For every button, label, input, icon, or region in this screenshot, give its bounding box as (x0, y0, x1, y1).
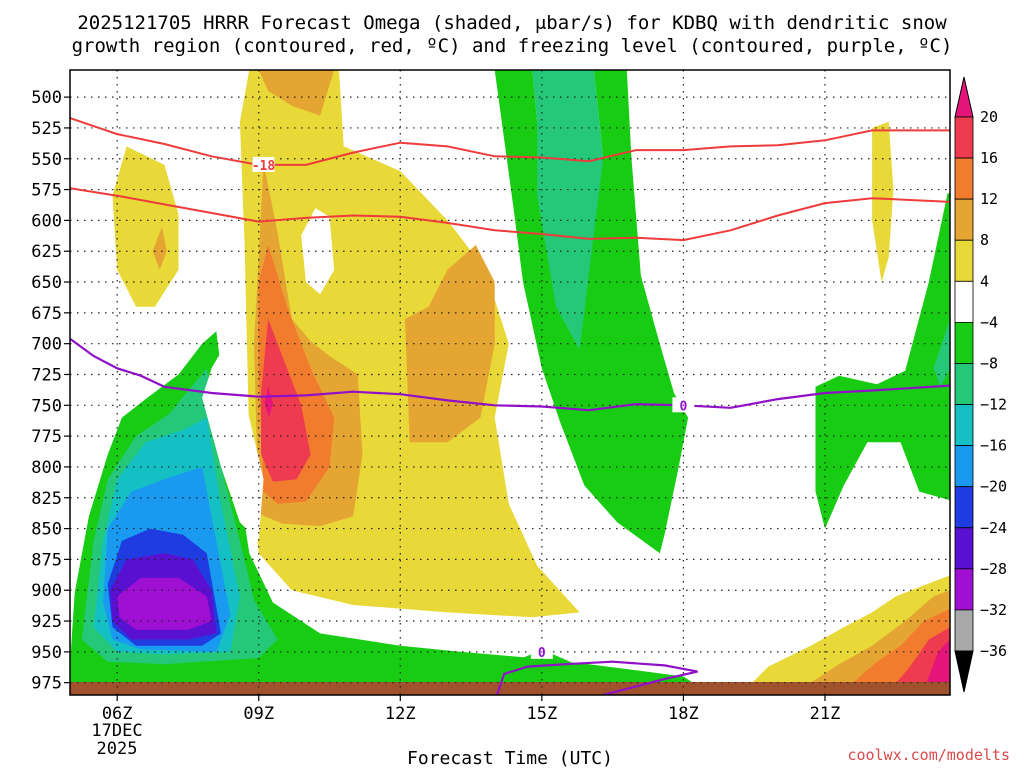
colorbar-swatch-2 (954, 198, 974, 241)
freezing-label-low-bg (530, 643, 553, 659)
colorbar-label-7: −12 (980, 396, 1007, 414)
shade-green-spot (508, 649, 571, 674)
dgz-label-bg (252, 156, 275, 172)
y-tick-label-750: 750 (31, 396, 62, 416)
shade-white-hole (301, 208, 335, 295)
colorbar-label-12: −32 (980, 601, 1007, 619)
shade-red-column (261, 319, 311, 482)
y-tick-label-875: 875 (31, 550, 62, 570)
y-tick-label-675: 675 (31, 304, 62, 324)
colorbar-label-5: −4 (980, 313, 998, 331)
shade-yellow-right (872, 121, 894, 282)
contour-lines (70, 117, 950, 695)
colorbar-label-8: −16 (980, 437, 1007, 455)
x-axis-title: Forecast Time (UTC) (407, 748, 613, 768)
y-tick-label-550: 550 (31, 150, 62, 170)
dgz-contour-minus18 (70, 117, 950, 166)
shade-yellow-left (112, 146, 179, 307)
colorbar-label-2: 12 (980, 190, 998, 208)
shade-green-right (815, 193, 950, 529)
chart-title-line-1: 2025121705 HRRR Forecast Omega (shaded, … (77, 12, 947, 34)
colorbar-swatch-11 (954, 568, 974, 611)
dgz-label: -18 (252, 159, 276, 174)
freezing-label-low: 0 (538, 646, 546, 661)
colorbar-label-0: 20 (980, 108, 998, 126)
y-tick-label-500: 500 (31, 88, 62, 108)
shade-teal-band (532, 70, 604, 350)
x-tick-label-12Z: 12Z (385, 704, 416, 724)
colorbar-label-10: −24 (980, 519, 1007, 537)
shade-magenta-column (264, 386, 273, 418)
colorbar-swatch-5 (954, 321, 974, 364)
y-tick-label-725: 725 (31, 365, 62, 385)
colorbar-label-13: −36 (980, 642, 1007, 660)
y-tick-label-650: 650 (31, 273, 62, 293)
shade-gold-left (152, 226, 167, 270)
colorbar-label-11: −28 (980, 560, 1007, 578)
y-tick-label-975: 975 (31, 674, 62, 694)
x-tick-label-18Z: 18Z (668, 704, 699, 724)
x-tick-label-21Z: 21Z (810, 704, 841, 724)
colorbar-swatch-9 (954, 486, 974, 529)
colorbar-swatch-4 (954, 280, 974, 323)
colorbar-swatch-3 (954, 239, 974, 282)
colorbar-label-1: 16 (980, 149, 998, 167)
y-tick-label-925: 925 (31, 612, 62, 632)
y-tick-label-775: 775 (31, 427, 62, 447)
omega-shading (70, 70, 950, 695)
y-tick-label-850: 850 (31, 520, 62, 540)
colorbar-swatch-6 (954, 363, 974, 405)
colorbar-swatch-12 (954, 609, 974, 652)
y-tick-label-600: 600 (31, 211, 62, 231)
shade-magenta-lower-right (926, 639, 950, 683)
y-tick-label-700: 700 (31, 335, 62, 355)
y-tick-label-800: 800 (31, 458, 62, 478)
colorbar-swatch-8 (954, 445, 974, 488)
shade-gold-top (258, 70, 335, 116)
colorbar-label-3: 8 (980, 231, 989, 249)
shade-gold-right-column (405, 245, 495, 443)
colorbar-swatch-7 (954, 404, 974, 447)
colorbar-swatch-1 (954, 157, 974, 200)
y-tick-label-900: 900 (31, 581, 62, 601)
shade-purple-low (117, 577, 212, 630)
y-tick-label-575: 575 (31, 181, 62, 201)
y-tick-label-825: 825 (31, 489, 62, 509)
chart-title-line-2: growth region (contoured, red, ºC) and f… (72, 35, 953, 57)
colorbar: 20 16 12 8 4 −4 −8 −12 −16 −20 −24 −28 −32 −36 (954, 76, 1007, 693)
dgz-contour-minus12 (70, 187, 950, 242)
x-date-label-year: 2025 (97, 739, 138, 759)
freezing-label: 0 (679, 399, 687, 414)
x-tick-label-09Z: 09Z (243, 704, 274, 724)
freezing-label-bg (672, 397, 695, 413)
contour-labels: -18 0 0 (252, 156, 695, 661)
y-tick-label-950: 950 (31, 643, 62, 663)
plot-frame (69, 69, 951, 696)
x-date-label-day: 17DEC (91, 721, 142, 741)
y-tick-label-625: 625 (31, 242, 62, 262)
x-tick-label-15Z: 15Z (526, 704, 557, 724)
freezing-contour-low (495, 660, 698, 695)
credit-text: coolwx.com/modelts (847, 746, 1010, 764)
colorbar-label-4: 4 (980, 272, 989, 290)
colorbar-top-arrow (954, 76, 974, 118)
colorbar-bottom-arrow (954, 650, 974, 693)
y-axis: 500 525 550 575 600 625 650 675 700 725 750 775 800 8… (31, 88, 70, 694)
x-axis: 06Z 09Z 12Z 15Z 18Z 21Z (102, 695, 840, 724)
x-tick-label-06Z: 06Z (102, 704, 133, 724)
shade-teal-right (933, 319, 950, 387)
y-tick-label-525: 525 (31, 119, 62, 139)
colorbar-label-6: −8 (980, 355, 998, 373)
colorbar-swatch-0 (954, 116, 974, 159)
ground-strip (70, 682, 950, 695)
colorbar-label-9: −20 (980, 478, 1007, 496)
freezing-contour (70, 337, 950, 412)
colorbar-swatch-10 (954, 527, 974, 570)
